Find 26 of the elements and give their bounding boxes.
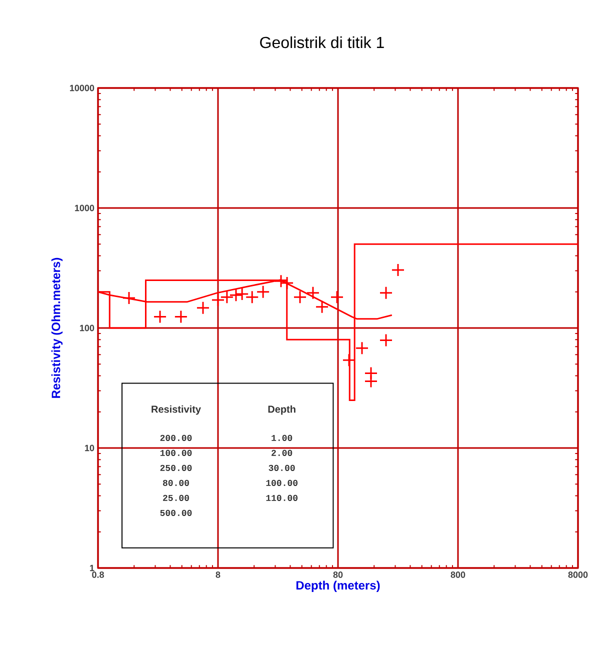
y-axis-title: Resistivity (Ohm.meters): [51, 258, 63, 398]
x-axis-title: Depth (meters): [296, 580, 380, 592]
annotation: 1.00: [272, 434, 292, 441]
annotation: 500.00: [160, 510, 192, 516]
x-tick-label: 80: [333, 572, 343, 578]
y-tick-label: 10000: [70, 84, 94, 92]
annotation: 25.00: [163, 494, 189, 501]
annotation: 250.00: [160, 464, 192, 471]
y-tick-label: 1000: [75, 204, 94, 212]
y-tick-label: 100: [80, 324, 94, 332]
y-tick-label: 10: [85, 444, 94, 452]
annotation: 80.00: [162, 480, 189, 486]
chart-title: Geolistrik di titik 1: [260, 36, 384, 48]
annotation: 200.00: [160, 434, 192, 441]
x-tick-label: 8: [216, 572, 220, 578]
annotation: Depth: [268, 405, 296, 415]
x-tick-label: 0.8: [92, 572, 104, 578]
annotation: Resistivity: [152, 405, 201, 415]
annotation: 2.00: [272, 450, 292, 456]
x-tick-label: 800: [450, 572, 466, 578]
annotation: 100.00: [160, 450, 192, 456]
y-tick-label: 1: [90, 564, 94, 572]
annotation: 110.00: [266, 494, 298, 501]
x-tick-label: 8000: [568, 572, 588, 578]
annotation: 100.00: [266, 480, 298, 486]
annotation: 30.00: [268, 464, 295, 471]
